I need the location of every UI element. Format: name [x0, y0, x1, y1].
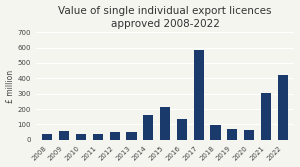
Bar	[160, 108, 170, 140]
Bar	[93, 134, 103, 140]
Bar	[126, 132, 136, 140]
Bar	[110, 132, 120, 140]
Bar	[210, 125, 220, 140]
Bar	[143, 115, 153, 140]
Bar	[42, 134, 52, 140]
Title: Value of single individual export licences
approved 2008-2022: Value of single individual export licenc…	[58, 6, 272, 29]
Y-axis label: £ million: £ million	[6, 69, 15, 103]
Bar	[227, 129, 237, 140]
Bar	[194, 50, 204, 140]
Bar	[177, 119, 187, 140]
Bar	[76, 134, 86, 140]
Bar	[261, 93, 271, 140]
Bar	[59, 131, 69, 140]
Bar	[244, 130, 254, 140]
Bar	[278, 75, 288, 140]
